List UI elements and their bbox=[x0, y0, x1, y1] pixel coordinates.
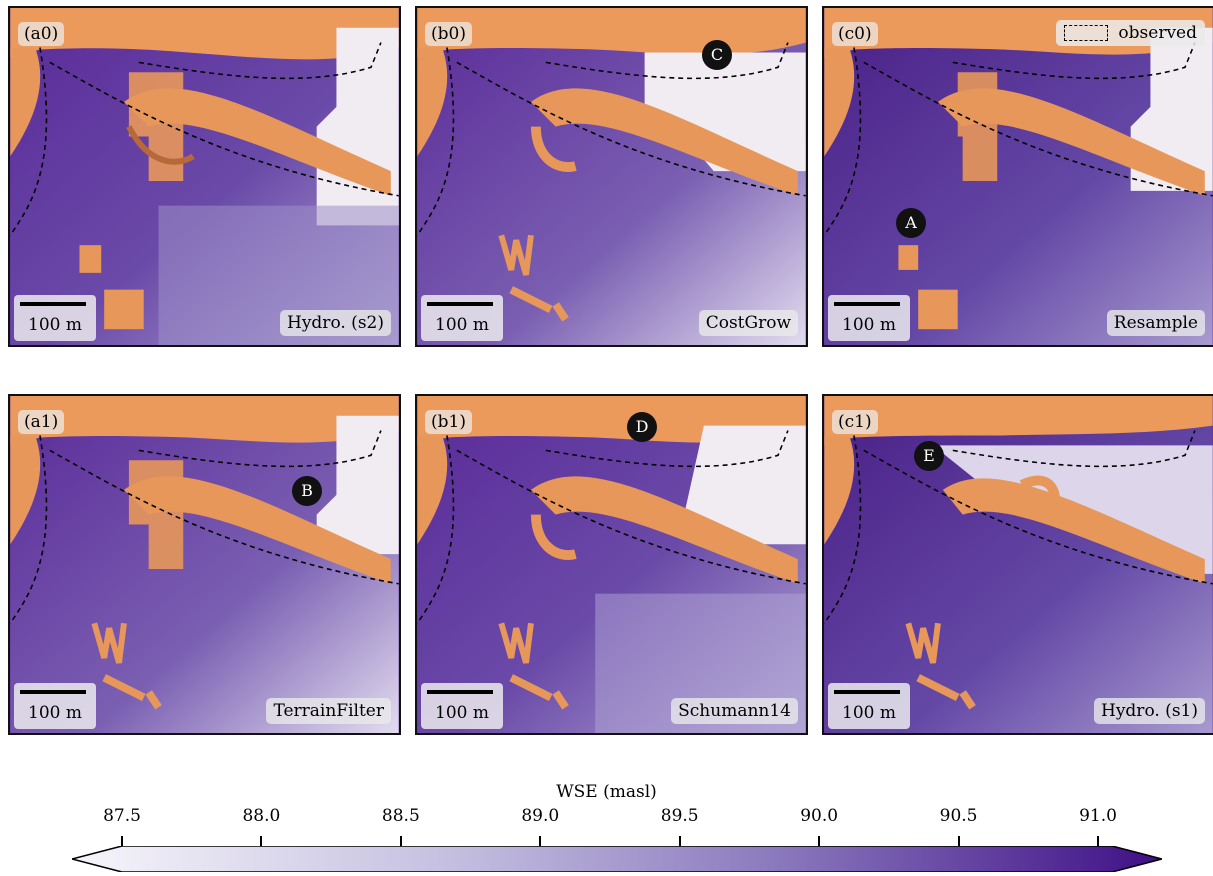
marker-c: C bbox=[702, 40, 732, 70]
scale-bar: 100 m bbox=[828, 295, 910, 341]
scale-bar: 100 m bbox=[14, 683, 96, 729]
map-a0 bbox=[10, 8, 399, 345]
scale-label: 100 m bbox=[842, 703, 896, 723]
panel-label: (c0) bbox=[832, 22, 878, 46]
panel-c1: (c1) Hydro. (s1) 100 m E bbox=[822, 394, 1213, 735]
colorbar-tick bbox=[399, 836, 402, 848]
legend: observed bbox=[1056, 20, 1205, 46]
scale-bar: 100 m bbox=[421, 683, 503, 729]
scale-label: 100 m bbox=[435, 315, 489, 335]
panel-label: (a0) bbox=[18, 22, 65, 46]
colorbar-tick-label: 89.5 bbox=[660, 806, 699, 826]
panel-label: (b1) bbox=[425, 410, 472, 434]
map-b1 bbox=[417, 396, 806, 733]
scale-bar: 100 m bbox=[14, 295, 96, 341]
map-c1 bbox=[824, 396, 1213, 733]
colorbar-tick-label: 91.0 bbox=[1079, 806, 1117, 826]
method-label: Hydro. (s2) bbox=[280, 310, 391, 336]
colorbar-tick bbox=[957, 836, 960, 848]
colorbar-tick-label: 87.5 bbox=[103, 806, 141, 826]
legend-label: observed bbox=[1118, 23, 1197, 43]
panel-b1: (b1) Schumann14 100 m D bbox=[415, 394, 808, 735]
marker-d: D bbox=[627, 412, 657, 442]
method-label: Hydro. (s1) bbox=[1094, 698, 1205, 724]
panel-label: (c1) bbox=[832, 410, 878, 434]
colorbar-tick bbox=[1097, 836, 1099, 848]
scale-label: 100 m bbox=[435, 703, 489, 723]
colorbar-tick-label: 88.0 bbox=[242, 806, 281, 826]
scale-bar: 100 m bbox=[828, 683, 910, 729]
colorbar-tick-label: 89.0 bbox=[521, 806, 560, 826]
method-label: Schumann14 bbox=[671, 698, 798, 724]
colorbar-tick bbox=[818, 836, 821, 848]
colorbar bbox=[72, 846, 1162, 872]
map-a1 bbox=[10, 396, 399, 733]
colorbar-tick bbox=[678, 836, 681, 848]
panel-b0: (b0) CostGrow 100 m C bbox=[415, 6, 808, 347]
colorbar-tick bbox=[121, 836, 123, 848]
method-label: TerrainFilter bbox=[266, 698, 391, 724]
panel-c0: (c0) observed Resample 100 m A bbox=[822, 6, 1213, 347]
marker-a: A bbox=[896, 208, 926, 238]
legend-swatch bbox=[1064, 25, 1109, 41]
panel-a1: (a1) TerrainFilter 100 m B bbox=[8, 394, 401, 735]
panel-label: (a1) bbox=[18, 410, 65, 434]
colorbar-tick bbox=[260, 836, 263, 848]
scale-label: 100 m bbox=[28, 315, 82, 335]
scale-label: 100 m bbox=[842, 315, 896, 335]
marker-e: E bbox=[914, 441, 944, 471]
map-b0 bbox=[417, 8, 806, 345]
marker-b: B bbox=[292, 476, 322, 506]
colorbar-tick bbox=[539, 836, 542, 848]
panel-a0: (a0) Hydro. (s2) 100 m bbox=[8, 6, 401, 347]
colorbar-tick-label: 88.5 bbox=[381, 806, 420, 826]
panel-label: (b0) bbox=[425, 22, 472, 46]
method-label: Resample bbox=[1106, 310, 1205, 336]
colorbar-tick-label: 90.0 bbox=[800, 806, 839, 826]
colorbar-tick-label: 90.5 bbox=[939, 806, 978, 826]
method-label: CostGrow bbox=[698, 310, 798, 336]
scale-label: 100 m bbox=[28, 703, 82, 723]
colorbar-title: WSE (masl) bbox=[556, 782, 657, 802]
scale-bar: 100 m bbox=[421, 295, 503, 341]
